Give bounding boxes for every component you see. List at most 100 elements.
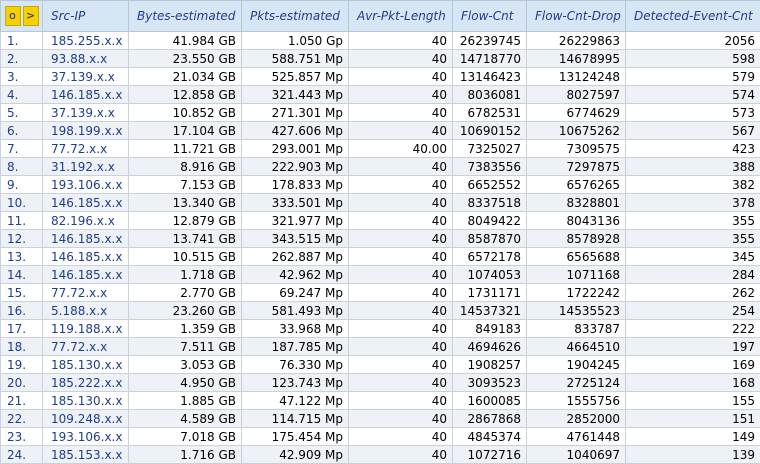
detected-event-cnt-cell: 284 [625,265,760,284]
src-ip-cell[interactable]: 146.185.x.x [42,193,129,212]
bytes-estimated-cell: 41.984 GB [128,31,242,50]
src-ip-cell[interactable]: 146.185.x.x [42,265,129,284]
table-row[interactable]: 7. 77.72.x.x 11.721 GB 293.001 Mp 40.00 73250… [0,139,760,158]
src-ip-cell[interactable]: 185.153.x.x [42,445,129,464]
flow-cnt-cell: 4845374 [452,427,527,446]
column-header-pkts-estimated[interactable]: Pkts-estimated [241,0,349,32]
table-row[interactable]: 9. 193.106.x.x 7.153 GB 178.833 Mp 40 6652552… [0,175,760,194]
src-ip-cell[interactable]: 31.192.x.x [42,157,129,176]
bytes-estimated-cell: 17.104 GB [128,121,242,140]
src-ip-cell[interactable]: 77.72.x.x [42,139,129,158]
src-ip-cell[interactable]: 193.106.x.x [42,175,129,194]
src-ip-cell[interactable]: 93.88.x.x [42,49,129,68]
table-row[interactable]: 20. 185.222.x.x 4.950 GB 123.743 Mp 40 309352… [0,373,760,392]
bytes-estimated-cell: 2.770 GB [128,283,242,302]
table-row[interactable]: 24. 185.153.x.x 1.716 GB 42.909 Mp 40 1072716… [0,445,760,464]
bytes-estimated-cell: 21.034 GB [128,67,242,86]
column-header-detected-event-cnt[interactable]: Detected-Event-Cnt [625,0,760,32]
column-header-flow-cnt[interactable]: Flow-Cnt [452,0,527,32]
table-row[interactable]: 18. 77.72.x.x 7.511 GB 187.785 Mp 40 4694626 4… [0,337,760,356]
header-row: o > Src-IP Bytes-estimated Pkts-estimated… [0,0,760,32]
avr-pkt-length-cell: 40 [348,265,453,284]
expand-button[interactable]: > [22,6,39,26]
avr-pkt-length-cell: 40 [348,229,453,248]
table-row[interactable]: 8. 31.192.x.x 8.916 GB 222.903 Mp 40 7383556 7… [0,157,760,176]
table-row[interactable]: 17. 119.188.x.x 1.359 GB 33.968 Mp 40 849183 8… [0,319,760,338]
column-header-bytes-estimated[interactable]: Bytes-estimated [128,0,242,32]
src-ip-cell[interactable]: 82.196.x.x [42,211,129,230]
flow-cnt-drop-cell: 1722242 [526,283,626,302]
table-row[interactable]: 21. 185.130.x.x 1.885 GB 47.122 Mp 40 1600085… [0,391,760,410]
bytes-estimated-cell: 23.550 GB [128,49,242,68]
src-ip-cell[interactable]: 185.130.x.x [42,355,129,374]
bytes-estimated-cell: 1.359 GB [128,319,242,338]
src-ip-cell[interactable]: 37.139.x.x [42,67,129,86]
pkts-estimated-cell: 76.330 Mp [241,355,349,374]
src-ip-cell[interactable]: 109.248.x.x [42,409,129,428]
table-row[interactable]: 14. 146.185.x.x 1.718 GB 42.962 Mp 40 1074053… [0,265,760,284]
options-button[interactable]: o [4,6,21,26]
bytes-estimated-cell: 12.879 GB [128,211,242,230]
bytes-estimated-cell: 23.260 GB [128,301,242,320]
detected-event-cnt-cell: 378 [625,193,760,212]
table-row[interactable]: 6. 198.199.x.x 17.104 GB 427.606 Mp 40 106901… [0,121,760,140]
flow-cnt-cell: 1908257 [452,355,527,374]
flow-cnt-drop-cell: 8027597 [526,85,626,104]
table-body: 1. 185.255.x.x 41.984 GB 1.050 Gp 40 26239745… [0,31,760,464]
flow-cnt-drop-cell: 8328801 [526,193,626,212]
src-ip-cell[interactable]: 77.72.x.x [42,337,129,356]
row-index: 10. [0,193,43,212]
pkts-estimated-cell: 114.715 Mp [241,409,349,428]
src-ip-cell[interactable]: 193.106.x.x [42,427,129,446]
row-index: 18. [0,337,43,356]
row-index: 24. [0,445,43,464]
detected-event-cnt-cell: 598 [625,49,760,68]
row-index: 23. [0,427,43,446]
src-ip-cell[interactable]: 146.185.x.x [42,85,129,104]
src-ip-cell[interactable]: 77.72.x.x [42,283,129,302]
detected-event-cnt-cell: 155 [625,391,760,410]
table-row[interactable]: 11. 82.196.x.x 12.879 GB 321.977 Mp 40 804942… [0,211,760,230]
detected-event-cnt-cell: 355 [625,229,760,248]
avr-pkt-length-cell: 40 [348,409,453,428]
src-ip-cell[interactable]: 119.188.x.x [42,319,129,338]
avr-pkt-length-cell: 40.00 [348,139,453,158]
column-header-flow-cnt-drop[interactable]: Flow-Cnt-Drop [526,0,626,32]
detected-event-cnt-cell: 222 [625,319,760,338]
table-row[interactable]: 16. 5.188.x.x 23.260 GB 581.493 Mp 40 1453732… [0,301,760,320]
detected-event-cnt-cell: 388 [625,157,760,176]
table-row[interactable]: 4. 146.185.x.x 12.858 GB 321.443 Mp 40 803608… [0,85,760,104]
table-row[interactable]: 5. 37.139.x.x 10.852 GB 271.301 Mp 40 6782531… [0,103,760,122]
table-row[interactable]: 13. 146.185.x.x 10.515 GB 262.887 Mp 40 65721… [0,247,760,266]
pkts-estimated-cell: 42.909 Mp [241,445,349,464]
flow-cnt-cell: 14537321 [452,301,527,320]
detected-event-cnt-cell: 2056 [625,31,760,50]
src-ip-cell[interactable]: 146.185.x.x [42,247,129,266]
column-header-src-ip[interactable]: Src-IP [42,0,129,32]
bytes-estimated-cell: 10.515 GB [128,247,242,266]
avr-pkt-length-cell: 40 [348,391,453,410]
table-row[interactable]: 19. 185.130.x.x 3.053 GB 76.330 Mp 40 1908257… [0,355,760,374]
table-row[interactable]: 12. 146.185.x.x 13.741 GB 343.515 Mp 40 85878… [0,229,760,248]
table-row[interactable]: 10. 146.185.x.x 13.340 GB 333.501 Mp 40 83375… [0,193,760,212]
src-ip-cell[interactable]: 185.222.x.x [42,373,129,392]
table-row[interactable]: 3. 37.139.x.x 21.034 GB 525.857 Mp 40 1314642… [0,67,760,86]
flow-cnt-cell: 7325027 [452,139,527,158]
detected-event-cnt-cell: 262 [625,283,760,302]
src-ip-cell[interactable]: 146.185.x.x [42,229,129,248]
src-ip-cell[interactable]: 198.199.x.x [42,121,129,140]
row-index: 16. [0,301,43,320]
flow-cnt-cell: 13146423 [452,67,527,86]
table-row[interactable]: 23. 193.106.x.x 7.018 GB 175.454 Mp 40 484537… [0,427,760,446]
src-ip-cell[interactable]: 185.130.x.x [42,391,129,410]
table-row[interactable]: 22. 109.248.x.x 4.589 GB 114.715 Mp 40 286786… [0,409,760,428]
row-index: 20. [0,373,43,392]
flow-cnt-cell: 1731171 [452,283,527,302]
column-header-avr-pkt-length[interactable]: Avr-Pkt-Length [348,0,453,32]
table-row[interactable]: 1. 185.255.x.x 41.984 GB 1.050 Gp 40 26239745… [0,31,760,50]
src-ip-cell[interactable]: 37.139.x.x [42,103,129,122]
src-ip-cell[interactable]: 5.188.x.x [42,301,129,320]
src-ip-cell[interactable]: 185.255.x.x [42,31,129,50]
table-row[interactable]: 15. 77.72.x.x 2.770 GB 69.247 Mp 40 1731171 17… [0,283,760,302]
table-row[interactable]: 2. 93.88.x.x 23.550 GB 588.751 Mp 40 14718770… [0,49,760,68]
